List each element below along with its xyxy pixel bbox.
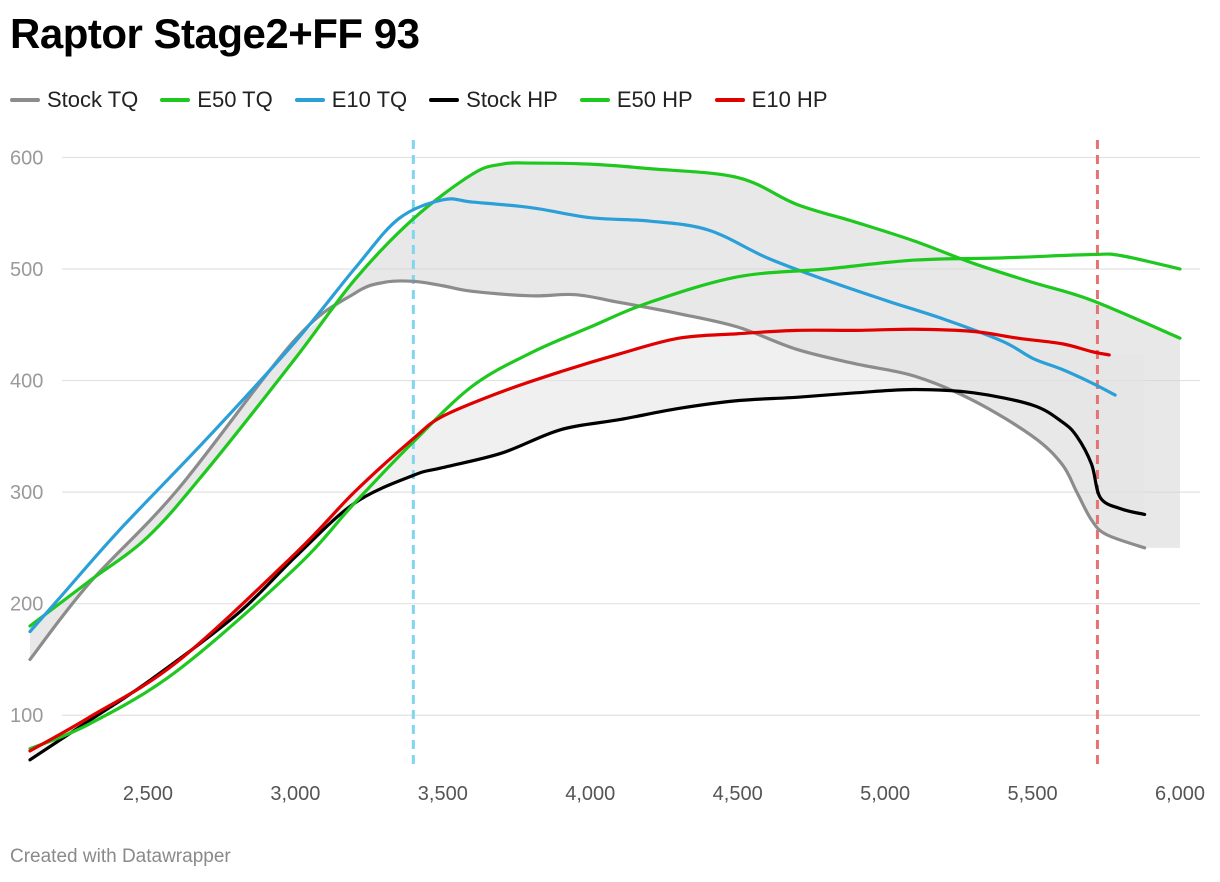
legend-label: E50 TQ bbox=[197, 87, 273, 112]
y-tick-label: 200 bbox=[10, 594, 43, 616]
footer-credit: Created with Datawrapper bbox=[10, 846, 231, 867]
legend-swatch bbox=[579, 98, 610, 102]
series-line-e50-hp bbox=[28, 252, 1182, 751]
y-tick-label: 500 bbox=[10, 259, 43, 281]
y-tick-label: 300 bbox=[10, 482, 43, 504]
shaded-range bbox=[30, 329, 1145, 760]
x-tick-label: 5,500 bbox=[1008, 783, 1058, 805]
legend-item: E50 TQ bbox=[160, 87, 273, 113]
x-tick-label: 3,500 bbox=[418, 783, 468, 805]
legend-label: E10 TQ bbox=[331, 87, 408, 112]
chart-title: Raptor Stage2+FF 93 bbox=[10, 10, 420, 57]
series-line-stock-hp bbox=[28, 387, 1147, 762]
legend-label: E10 HP bbox=[751, 87, 828, 112]
x-tick-label: 4,500 bbox=[713, 783, 763, 805]
legend-item: E50 HP bbox=[579, 87, 693, 113]
x-tick-label: 3,000 bbox=[270, 783, 320, 805]
legend-item: E10 TQ bbox=[294, 87, 408, 113]
x-tick-label: 6,000 bbox=[1155, 783, 1205, 805]
x-tick-label: 5,000 bbox=[860, 783, 910, 805]
legend-item: Stock TQ bbox=[10, 87, 138, 113]
legend-swatch bbox=[294, 98, 325, 102]
y-tick-label: 400 bbox=[10, 371, 43, 393]
shaded-range bbox=[30, 163, 1180, 660]
series-line-e10-tq bbox=[28, 197, 1117, 634]
legend-swatch bbox=[714, 98, 745, 102]
legend-swatch bbox=[429, 98, 460, 102]
legend-item: Stock HP bbox=[429, 87, 558, 113]
y-tick-label: 100 bbox=[10, 705, 43, 727]
x-tick-label: 4,000 bbox=[565, 783, 615, 805]
legend-label: Stock HP bbox=[466, 87, 558, 112]
legend: Stock TQ E50 TQ E10 TQ Stock HP E50 HP E10 HP bbox=[10, 86, 850, 114]
y-tick-label: 600 bbox=[10, 147, 43, 169]
legend-swatch bbox=[160, 98, 191, 102]
legend-swatch bbox=[10, 98, 40, 102]
legend-item: E10 HP bbox=[714, 87, 828, 113]
x-tick-label: 2,500 bbox=[123, 783, 173, 805]
series-line-e10-hp bbox=[28, 327, 1111, 753]
legend-label: Stock TQ bbox=[47, 87, 139, 112]
legend-label: E50 HP bbox=[616, 87, 693, 112]
